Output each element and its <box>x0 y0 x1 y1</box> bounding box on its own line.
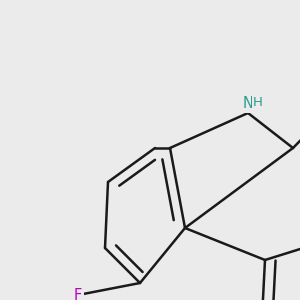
Text: N: N <box>243 95 254 110</box>
Text: F: F <box>74 287 82 300</box>
Text: H: H <box>253 97 263 110</box>
